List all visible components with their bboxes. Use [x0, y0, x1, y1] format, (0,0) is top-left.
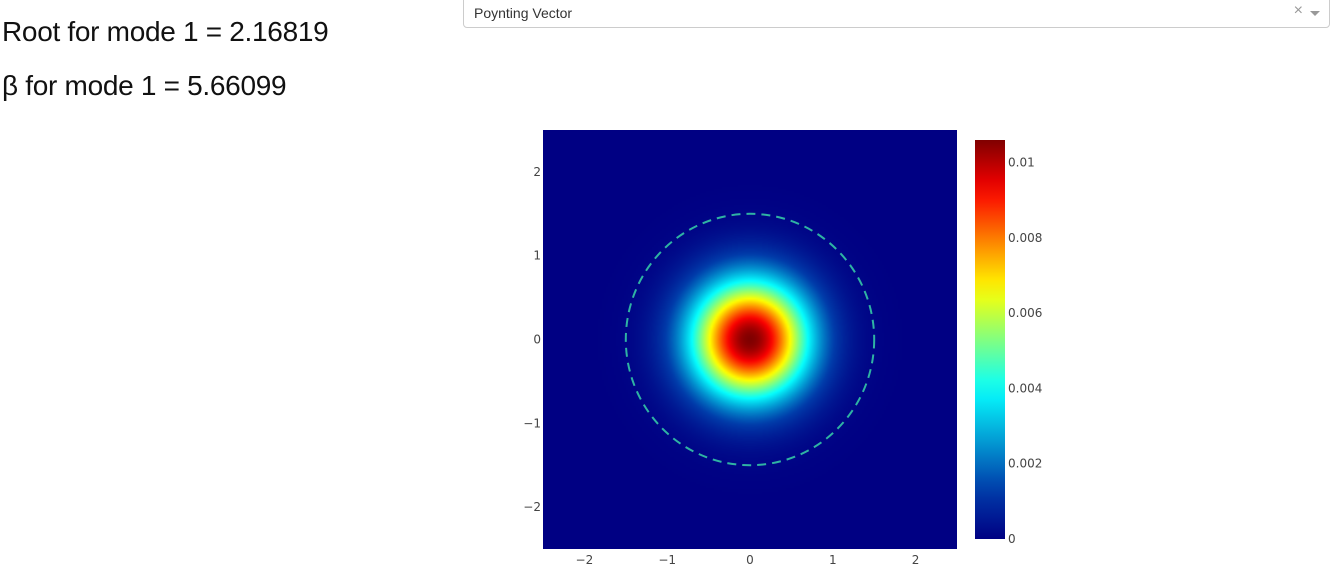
- core-boundary-layer: [624, 212, 876, 467]
- x-axis: −2 −1 0 1 2: [576, 553, 920, 567]
- y-tick-label: 0: [533, 333, 541, 347]
- x-tick-label: 2: [912, 553, 920, 567]
- colorbar-tick-label: 0.01: [1008, 156, 1035, 170]
- clear-icon[interactable]: ×: [1293, 2, 1303, 19]
- colorbar-tick-label: 0.008: [1008, 231, 1042, 245]
- colorbar-tick-label: 0.004: [1008, 381, 1042, 395]
- colorbar-tick-label: 0: [1008, 532, 1016, 546]
- core-boundary-circle: [624, 212, 876, 467]
- colorbar-tick-label: 0.002: [1008, 457, 1042, 471]
- dropdown-selected-value: Poynting Vector: [474, 5, 573, 21]
- root-result-text: Root for mode 1 = 2.16819: [2, 16, 329, 47]
- y-axis: −2 −1 0 1 2: [523, 165, 541, 514]
- x-tick-label: 0: [746, 553, 754, 567]
- x-tick-label: 1: [829, 553, 837, 567]
- x-tick-label: −2: [576, 553, 594, 567]
- colorbar: [975, 140, 1005, 539]
- beta-result-text: β for mode 1 = 5.66099: [2, 70, 287, 101]
- colorbar-axis: 0 0.002 0.004 0.006 0.008 0.01: [1008, 156, 1042, 546]
- heatmap-field[interactable]: [543, 130, 957, 549]
- colorbar-tick-label: 0.006: [1008, 306, 1042, 320]
- y-tick-label: 2: [533, 165, 541, 179]
- chevron-down-icon[interactable]: [1310, 11, 1320, 16]
- y-tick-label: 1: [533, 249, 541, 263]
- y-tick-label: −1: [523, 416, 541, 430]
- y-tick-label: −2: [523, 500, 541, 514]
- field-type-dropdown[interactable]: Poynting Vector ×: [463, 0, 1330, 28]
- x-tick-label: −1: [658, 553, 676, 567]
